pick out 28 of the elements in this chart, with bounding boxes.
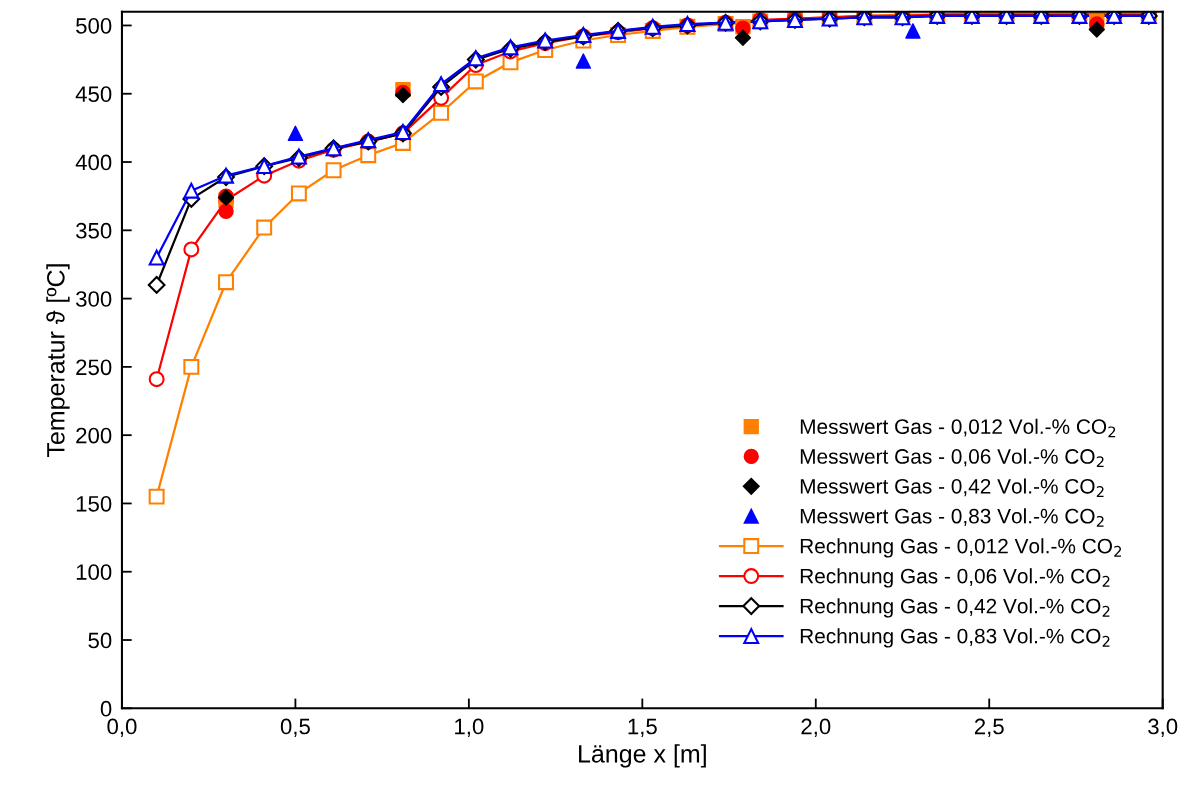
y-tick-label: 100 — [76, 564, 112, 580]
x-tick-label: 2,0 — [801, 718, 831, 737]
y-tick-label: 300 — [76, 291, 112, 307]
y-tick-label: 200 — [76, 427, 112, 444]
y-tick-label: 450 — [75, 86, 112, 103]
x-tick-label: 3,0 — [1148, 718, 1178, 737]
x-tick-label: 2,5 — [974, 718, 1004, 737]
legend-label: Messwert Gas - 0,42 Vol.-% CO$_{2}$ — [800, 478, 1104, 497]
legend-label: Messwert Gas - 0,012 Vol.-% CO$_{2}$ — [800, 418, 1116, 438]
y-axis-title: Temperatur ϑ [ºC] — [46, 264, 70, 458]
x-tick-label: 1,0 — [455, 718, 484, 737]
x-tick-label: 0,5 — [280, 718, 310, 737]
x-tick-label: 1,5 — [628, 718, 657, 737]
y-tick-label: 400 — [75, 154, 112, 171]
x-axis-title: Länge x [m] — [579, 744, 706, 768]
y-tick-label: 150 — [76, 495, 112, 512]
y-tick-label: 500 — [76, 18, 112, 34]
x-tick-label: 0,0 — [107, 718, 137, 737]
y-tick-label: 50 — [88, 632, 112, 649]
legend-label: Rechnung Gas - 0,06 Vol.-% CO$_{2}$ — [800, 568, 1110, 588]
y-tick-label: 250 — [76, 359, 112, 376]
legend-label: Messwert Gas - 0,83 Vol.-% CO$_{2}$ — [800, 508, 1104, 527]
y-tick-label: 350 — [76, 222, 112, 239]
legend-label: Messwert Gas - 0,06 Vol.-% CO$_{2}$ — [800, 448, 1104, 468]
legend-label: Rechnung Gas - 0,42 Vol.-% CO$_{2}$ — [800, 598, 1110, 618]
legend-label: Rechnung Gas - 0,83 Vol.-% CO$_{2}$ — [800, 628, 1110, 648]
legend-label: Rechnung Gas - 0,012 Vol.-% CO$_{2}$ — [800, 538, 1121, 558]
y-tick-label: 0 — [100, 700, 112, 717]
